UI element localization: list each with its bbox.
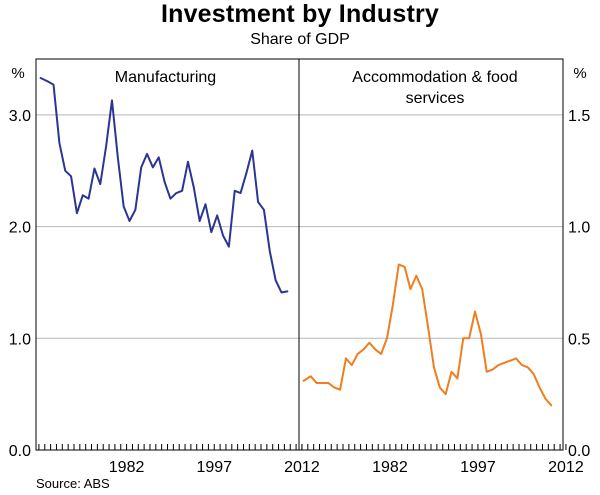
y-tick-label-right: 1.0 [568,220,590,237]
y-axis-label-left: % [11,65,24,82]
panel-title: services [406,90,465,107]
y-tick-label-right: 1.5 [568,108,590,125]
x-tick-label: 2012 [284,459,320,476]
y-tick-label-left: 1.0 [9,331,31,348]
y-tick-label-right: 0.0 [568,443,590,460]
y-tick-label-left: 0.0 [9,443,31,460]
x-tick-label: 1997 [460,459,496,476]
panel-title: Accommodation & food [352,69,517,86]
chart-title: Investment by Industry [160,0,440,28]
chart-source: Source: ABS [36,476,110,491]
y-axis-label-right: % [573,65,586,82]
series-line-accommodation-food [302,263,553,407]
y-tick-label-left: 2.0 [9,220,31,237]
series-line-manufacturing [39,76,289,294]
chart-subtitle: Share of GDP [250,31,350,48]
x-tick-label: 2012 [548,459,584,476]
x-tick-label: 1982 [109,459,145,476]
y-tick-label-right: 0.5 [568,331,590,348]
panel-title: Manufacturing [115,69,216,86]
x-tick-label: 1982 [372,459,408,476]
y-tick-label-left: 3.0 [9,108,31,125]
x-tick-label: 1997 [196,459,232,476]
